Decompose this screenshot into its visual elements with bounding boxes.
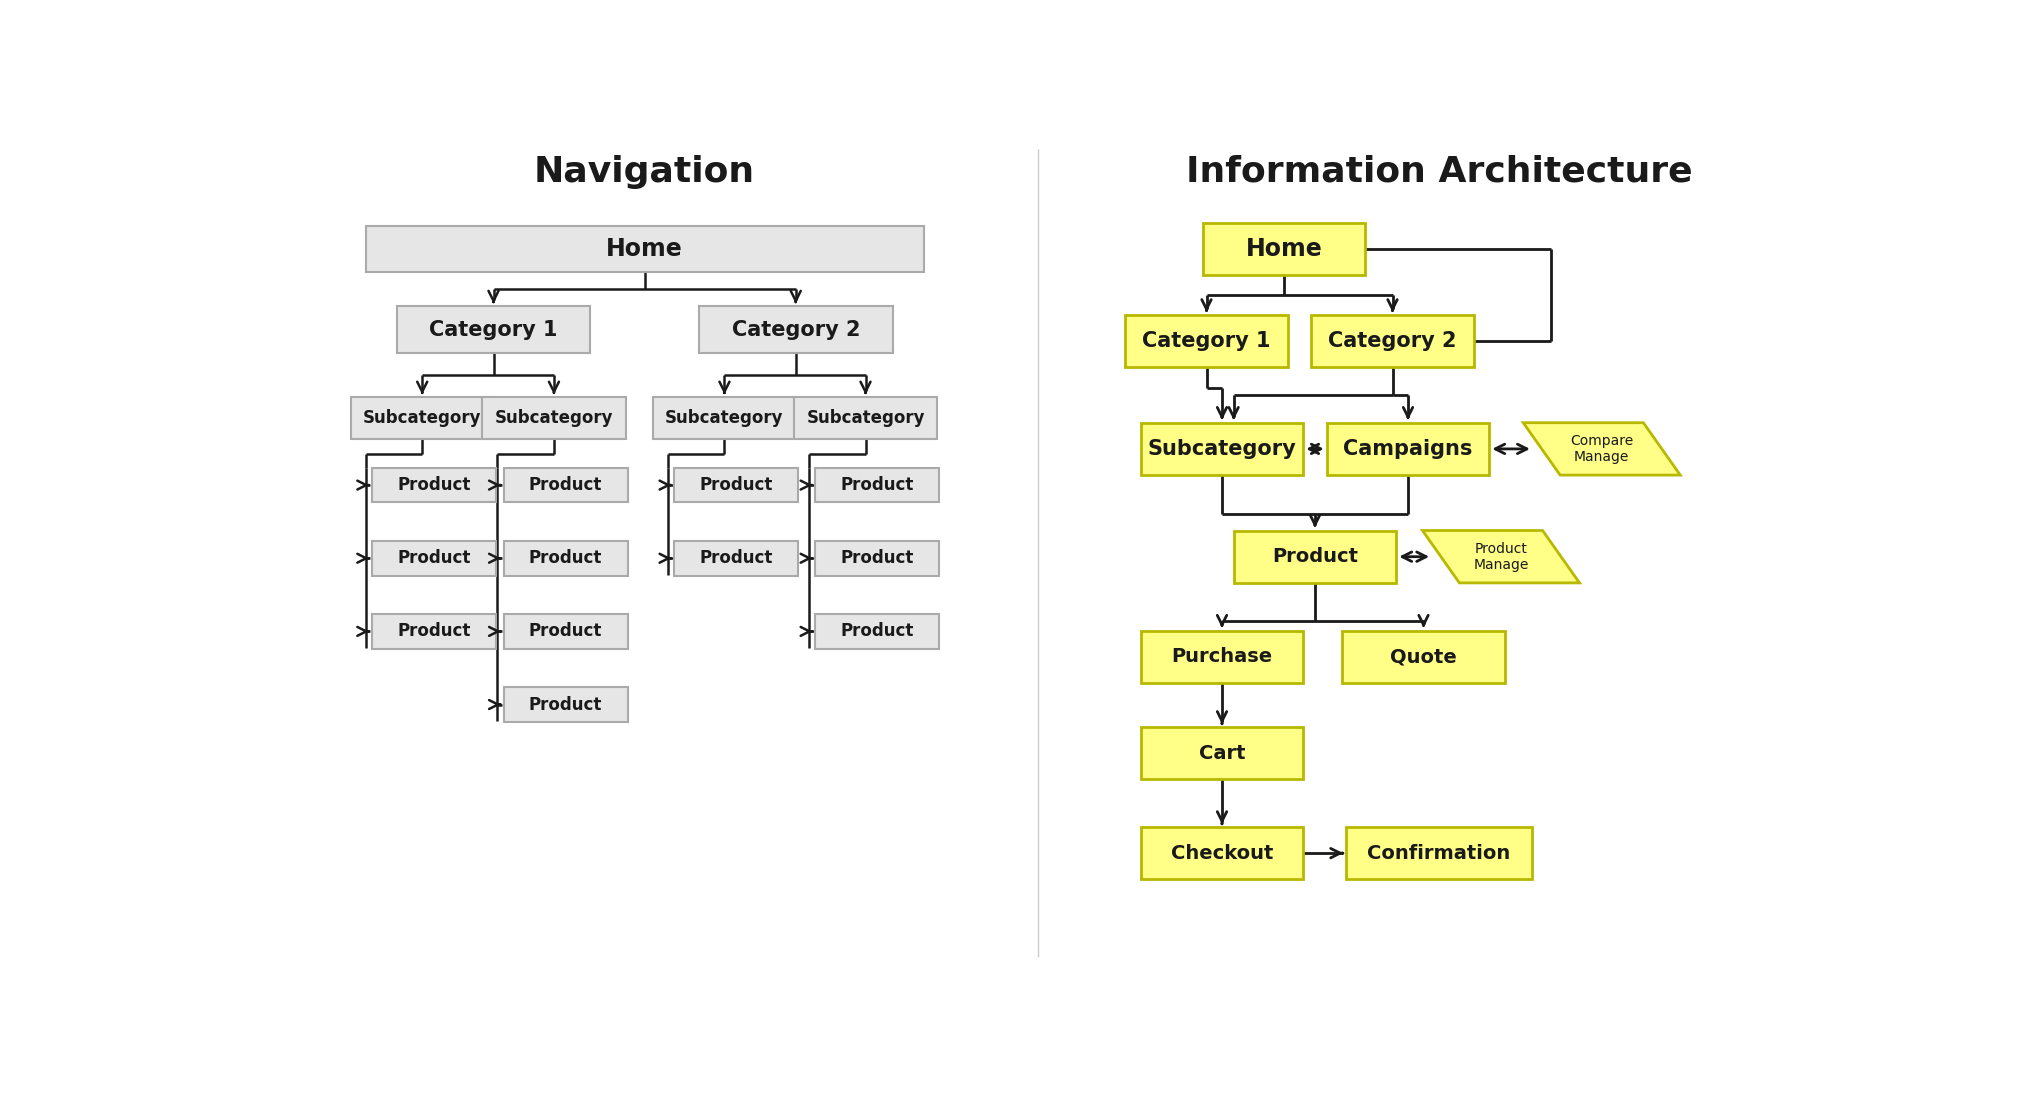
Text: Product: Product	[841, 549, 914, 567]
Text: Product: Product	[841, 623, 914, 640]
FancyBboxPatch shape	[1141, 630, 1303, 683]
Text: Campaigns: Campaigns	[1343, 438, 1473, 458]
Text: Category 2: Category 2	[1329, 331, 1457, 351]
Text: Product: Product	[529, 623, 602, 640]
Text: Product: Product	[529, 696, 602, 714]
FancyBboxPatch shape	[397, 306, 590, 353]
FancyBboxPatch shape	[1141, 827, 1303, 879]
Text: Category 1: Category 1	[430, 320, 557, 340]
Text: Quote: Quote	[1390, 647, 1457, 666]
FancyBboxPatch shape	[1203, 222, 1366, 275]
Polygon shape	[1524, 423, 1680, 475]
FancyBboxPatch shape	[675, 467, 798, 503]
Text: Product: Product	[699, 549, 772, 567]
FancyBboxPatch shape	[373, 541, 496, 576]
Text: Cart: Cart	[1199, 744, 1246, 763]
Text: Product: Product	[529, 549, 602, 567]
FancyBboxPatch shape	[814, 614, 940, 648]
Text: Checkout: Checkout	[1171, 844, 1272, 862]
Text: Product: Product	[1272, 547, 1357, 566]
Text: Product: Product	[529, 476, 602, 494]
FancyBboxPatch shape	[794, 397, 938, 440]
Text: Product: Product	[841, 476, 914, 494]
FancyBboxPatch shape	[1341, 630, 1505, 683]
Text: Subcategory: Subcategory	[363, 410, 482, 427]
Text: Home: Home	[1246, 236, 1323, 261]
FancyBboxPatch shape	[1234, 531, 1396, 583]
Text: Home: Home	[606, 236, 683, 261]
Text: Subcategory: Subcategory	[665, 410, 784, 427]
Text: Category 2: Category 2	[731, 320, 859, 340]
FancyBboxPatch shape	[504, 614, 628, 648]
FancyBboxPatch shape	[350, 397, 494, 440]
FancyBboxPatch shape	[504, 467, 628, 503]
Text: Confirmation: Confirmation	[1368, 844, 1511, 862]
FancyBboxPatch shape	[814, 467, 940, 503]
FancyBboxPatch shape	[699, 306, 893, 353]
Text: Navigation: Navigation	[535, 154, 756, 189]
Text: Product: Product	[397, 549, 470, 567]
FancyBboxPatch shape	[814, 541, 940, 576]
Text: Subcategory: Subcategory	[806, 410, 924, 427]
FancyBboxPatch shape	[373, 467, 496, 503]
Text: Category 1: Category 1	[1143, 331, 1270, 351]
Text: Product: Product	[397, 623, 470, 640]
FancyBboxPatch shape	[1141, 727, 1303, 779]
FancyBboxPatch shape	[482, 397, 626, 440]
FancyBboxPatch shape	[504, 687, 628, 722]
Text: Product: Product	[397, 476, 470, 494]
FancyBboxPatch shape	[365, 225, 924, 272]
FancyBboxPatch shape	[1311, 315, 1473, 367]
FancyBboxPatch shape	[504, 541, 628, 576]
Text: Subcategory: Subcategory	[494, 410, 614, 427]
Text: Product
Manage: Product Manage	[1473, 542, 1530, 572]
FancyBboxPatch shape	[373, 614, 496, 648]
FancyBboxPatch shape	[1124, 315, 1289, 367]
Text: Information Architecture: Information Architecture	[1185, 154, 1692, 189]
FancyBboxPatch shape	[1345, 827, 1532, 879]
Text: Purchase: Purchase	[1171, 647, 1272, 666]
Polygon shape	[1422, 531, 1580, 583]
Text: Product: Product	[699, 476, 772, 494]
FancyBboxPatch shape	[1141, 423, 1303, 475]
Text: Compare
Manage: Compare Manage	[1570, 434, 1633, 464]
FancyBboxPatch shape	[1327, 423, 1489, 475]
FancyBboxPatch shape	[675, 541, 798, 576]
FancyBboxPatch shape	[652, 397, 796, 440]
Text: Subcategory: Subcategory	[1147, 438, 1297, 458]
